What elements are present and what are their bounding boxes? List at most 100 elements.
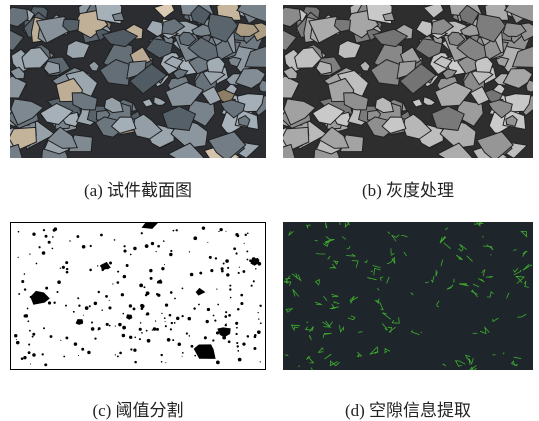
aggregate (503, 5, 533, 23)
aggregate (161, 105, 197, 131)
void-contour (381, 312, 392, 320)
void-speck (250, 284, 253, 287)
void-speck (128, 335, 133, 339)
void-contour (465, 354, 471, 362)
void-speck (176, 316, 180, 321)
aggregate (191, 23, 212, 37)
aggregate (172, 68, 189, 80)
void-speck (198, 303, 200, 306)
void-contour (485, 276, 494, 278)
void-contour (329, 360, 340, 367)
void-contour (430, 276, 435, 284)
aggregate (436, 142, 474, 158)
void-contour (329, 263, 337, 269)
void-speck (246, 335, 250, 338)
aggregate (459, 5, 480, 26)
void-speck (237, 350, 240, 352)
void-speck (43, 327, 46, 330)
void-contour (333, 301, 340, 305)
void (126, 314, 133, 320)
void-contour (310, 367, 314, 370)
void-contour (401, 235, 408, 238)
void-speck (151, 329, 154, 331)
aggregate (318, 126, 350, 149)
void-speck (116, 281, 120, 284)
void-speck (225, 259, 229, 263)
void-speck (174, 297, 176, 300)
void-contour (386, 256, 396, 265)
void-contour (513, 267, 519, 273)
void-speck (150, 241, 155, 246)
specimen-section-image (10, 5, 266, 158)
void-speck (225, 323, 227, 325)
void-contour (384, 347, 391, 354)
aggregate (190, 5, 212, 26)
aggregate (430, 17, 455, 35)
void-contour (306, 355, 315, 364)
void-speck (122, 312, 125, 315)
caption: (c) 阈值分割 (92, 401, 184, 420)
void-speck (214, 257, 218, 260)
aggregate (101, 28, 139, 48)
void-speck (259, 322, 262, 325)
void-speck (97, 327, 101, 330)
void-contour (515, 275, 526, 284)
void-speck (119, 351, 122, 355)
void-speck (101, 268, 104, 272)
void-speck (93, 301, 98, 306)
void-speck (23, 356, 27, 360)
void-contour (373, 267, 381, 276)
void-speck (53, 301, 56, 304)
void-speck (72, 310, 75, 313)
aggregate (111, 12, 125, 22)
void-speck (243, 242, 245, 244)
void-speck (123, 245, 126, 248)
aggregate (161, 17, 186, 35)
void-speck (236, 345, 239, 348)
void-contour (471, 289, 478, 298)
aggregate (374, 96, 395, 114)
aggregate (469, 85, 490, 106)
void-speck (28, 343, 31, 346)
void-speck (114, 325, 116, 327)
void-speck (240, 293, 244, 297)
void-contour (317, 347, 324, 354)
aggregate (382, 12, 396, 22)
void-speck (105, 263, 108, 265)
void-speck (237, 307, 240, 311)
void-speck (166, 337, 171, 342)
void-speck (122, 325, 126, 330)
aggregate (187, 36, 219, 62)
void-contour (506, 292, 510, 299)
aggregate (381, 116, 407, 134)
void-speck (116, 355, 119, 358)
void-contour (377, 287, 380, 291)
void-speck (164, 320, 166, 323)
void-speck (169, 291, 173, 294)
void-speck (100, 233, 103, 237)
void-speck (113, 239, 116, 241)
void-speck (146, 312, 150, 316)
void-contour (327, 255, 331, 260)
void-contour (291, 273, 302, 282)
void-speck (61, 265, 65, 269)
void-speck (65, 336, 69, 340)
void-speck (138, 327, 142, 331)
void-speck (235, 252, 238, 255)
aggregate (152, 5, 176, 19)
void-speck (229, 284, 232, 287)
void-speck (219, 227, 223, 232)
void-contour (410, 292, 414, 296)
void-speck (97, 265, 99, 267)
void-speck (52, 228, 56, 232)
void-speck (17, 230, 20, 233)
void-speck (207, 241, 209, 243)
void-speck (29, 329, 31, 332)
void-contour (349, 295, 359, 304)
void-speck (89, 268, 92, 272)
aggregate (144, 38, 175, 59)
void-speck (181, 351, 184, 354)
aggregate (283, 143, 296, 158)
aggregate (39, 102, 74, 126)
void-speck (188, 251, 191, 253)
